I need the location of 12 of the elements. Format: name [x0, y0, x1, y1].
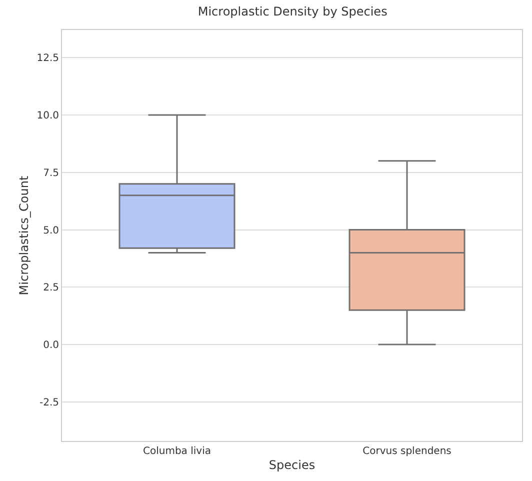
y-tick-label: 7.5: [43, 168, 59, 179]
y-axis-title: Microplastics_Count: [17, 176, 31, 296]
x-tick-label: Corvus splendens: [362, 446, 452, 457]
y-tick-label: -2.5: [39, 397, 59, 408]
x-tick-label: Columba livia: [143, 446, 211, 457]
y-tick-label: 10.0: [36, 110, 59, 122]
y-tick-label: 0.0: [43, 340, 59, 352]
x-axis-title: Species: [268, 458, 316, 472]
y-tick-label: 2.5: [43, 282, 59, 294]
chart-title: Microplastic Density by Species: [198, 4, 388, 19]
y-tick-label: 12.5: [36, 53, 59, 64]
y-tick-label: 5.0: [43, 225, 59, 236]
